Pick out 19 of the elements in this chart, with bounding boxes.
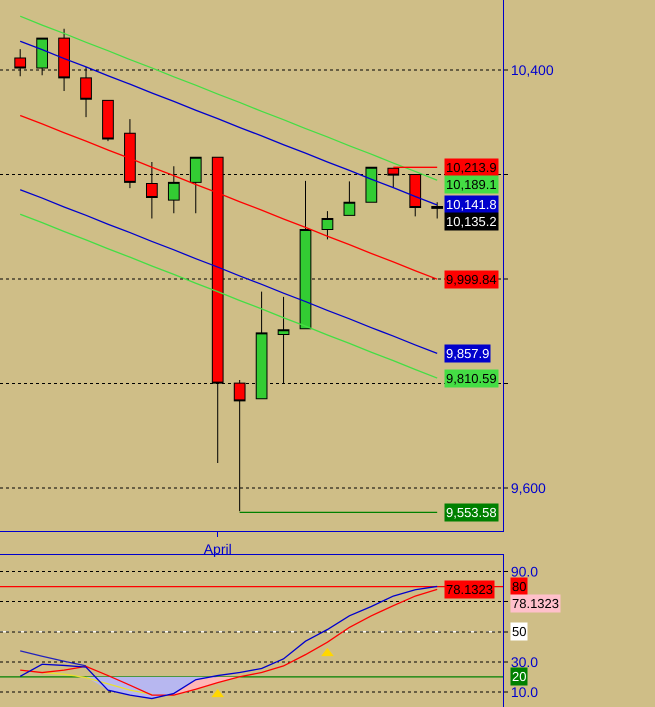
y-tick-label: 30.0 [510,654,538,670]
data-label: 9,553.58 [446,505,497,520]
data-label: 10,213.9 [446,160,497,175]
y-tick-label: 9,600 [510,480,546,496]
y-tick-label: 10.0 [510,684,538,700]
ref-line-label: 20 [512,669,526,684]
y-tick-label: 10,400 [510,62,554,78]
x-tick-label: April [204,540,232,557]
ref-line-label: 80 [512,579,526,594]
data-label: 78.1323 [446,582,493,597]
data-label: 10,141.8 [446,197,497,212]
data-label: 10,189.1 [446,177,497,192]
y-tick-label: 90.0 [510,563,538,580]
text: 78.1323 [512,596,559,611]
text: 10,135.2 [446,214,497,229]
data-label: 9,999.84 [446,272,497,287]
ref-line-label: 50 [512,624,526,639]
data-label: 9,810.59 [446,371,497,386]
data-label: 9,857.9 [446,346,490,361]
